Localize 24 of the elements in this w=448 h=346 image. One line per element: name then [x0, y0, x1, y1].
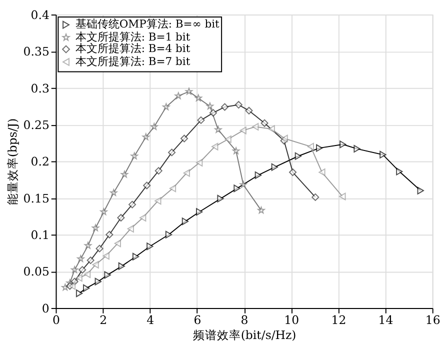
y-axis-title: 能量效率(bps/J): [5, 118, 20, 206]
legend-label: 本文所提算法: B=7 bit: [75, 54, 191, 68]
y-tick-label: 0.25: [23, 118, 50, 132]
x-tick-label: 16: [425, 313, 440, 328]
legend-label: 基础传统OMP算法: B=∞ bit: [75, 18, 220, 31]
y-tick-label: 0: [42, 301, 50, 316]
x-axis-title: 频谱效率(bit/s/Hz): [192, 328, 296, 342]
x-tick-label: 14: [378, 313, 394, 328]
legend-label: 本文所提算法: B=1 bit: [75, 30, 191, 44]
y-tick-label: 0.05: [23, 264, 50, 279]
y-tick-label: 0.3: [30, 81, 50, 96]
x-tick-label: 0: [52, 313, 60, 328]
x-tick-label: 8: [240, 313, 248, 328]
y-tick-label: 0.15: [23, 191, 50, 206]
x-tick-label: 6: [194, 313, 202, 328]
y-tick-label: 0.2: [30, 154, 50, 169]
x-tick-label: 4: [146, 313, 154, 328]
x-tick-label: 10: [284, 313, 300, 328]
x-tick-label: 2: [100, 313, 108, 328]
x-tick-label: 12: [331, 313, 346, 328]
y-tick-label: 0.35: [23, 44, 50, 59]
y-tick-label: 0.1: [30, 228, 50, 242]
legend-label: 本文所提算法: B=4 bit: [75, 42, 191, 56]
y-tick-label: 0.4: [30, 8, 50, 22]
